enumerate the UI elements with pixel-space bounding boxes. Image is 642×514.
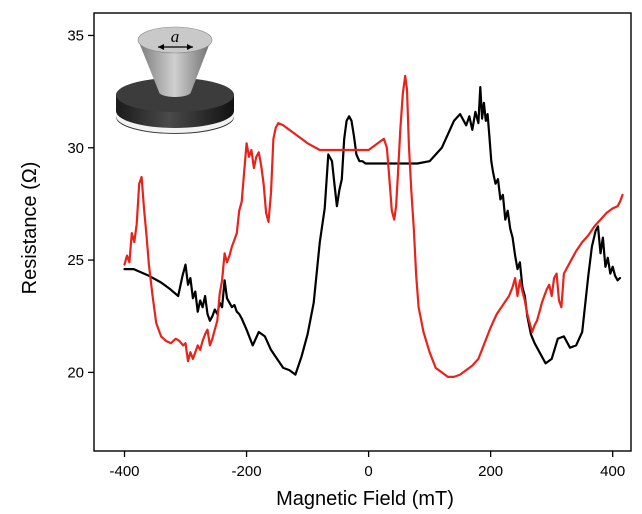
x-tick-label: -200 [232,463,262,480]
sample-inset: a [116,26,234,134]
y-tick-label: 20 [67,364,84,381]
plot-frame [93,12,632,452]
x-tick-label: 0 [364,463,372,480]
x-tick-label: -400 [109,463,139,480]
y-axis-title: Resistance (Ω) [19,162,41,295]
series-line-red [123,74,624,378]
y-tick-label: 35 [67,27,84,44]
y-tick-label: 30 [67,140,84,157]
x-tick-label: 200 [478,463,503,480]
x-tick-label: 400 [600,463,625,480]
axis-ticks: -400 -200 0 200 400 20 25 30 35 [67,27,625,480]
y-tick-label: 25 [67,252,84,269]
series-layer [123,74,624,378]
inset-label-a: a [171,27,180,46]
x-axis-title: Magnetic Field (mT) [276,488,454,510]
